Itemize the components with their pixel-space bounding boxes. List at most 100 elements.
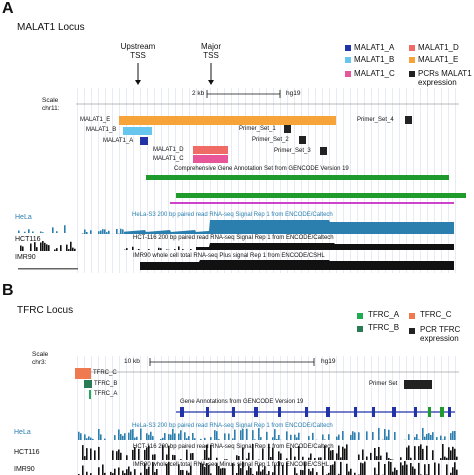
track-imr90-a-desc: IMR90 whole cell total RNA-seq Plus sign… bbox=[133, 253, 325, 259]
primer-set-4-label: Primer_Set_4 bbox=[357, 117, 394, 123]
primer-set-1-bar bbox=[284, 125, 291, 133]
panel-a-scale-label: Scale chr11: bbox=[42, 97, 60, 112]
gencode-exon bbox=[254, 407, 258, 417]
gencode-exon bbox=[232, 407, 235, 417]
gencode-exon bbox=[305, 407, 308, 417]
legend-malat1-d-label: MALAT1_D bbox=[418, 43, 459, 52]
isoform-tfrc-b-bar bbox=[84, 380, 92, 388]
gencode-exon bbox=[206, 407, 209, 417]
imr90-signal-a bbox=[140, 260, 454, 270]
imr90-mini-signal-a bbox=[18, 268, 78, 270]
isoform-malat1-a-bar bbox=[140, 137, 148, 145]
isoform-tfrc-b-label: TFRC_B bbox=[94, 381, 118, 387]
isoform-malat1-b-bar bbox=[123, 127, 152, 135]
panel-b-scale-label: Scale chr3: bbox=[32, 351, 49, 366]
gencode-exon bbox=[326, 407, 330, 417]
major-tss-label: Major TSS bbox=[200, 42, 221, 60]
hela-signal-a bbox=[82, 220, 454, 234]
legend-malat1-a-swatch bbox=[345, 45, 351, 51]
isoform-malat1-e-label: MALAT1_E bbox=[80, 117, 111, 123]
legend-malat1-c-swatch bbox=[345, 71, 351, 77]
isoform-malat1-b-label: MALAT1_B bbox=[86, 127, 117, 133]
malat1-locus-title: MALAT1 Locus bbox=[17, 22, 85, 33]
panel-b-letter: B bbox=[2, 282, 14, 299]
hct116-signal-a bbox=[124, 243, 454, 250]
isoform-tfrc-c-bar bbox=[75, 368, 91, 379]
track-imr90-a-side: IMR90 bbox=[15, 254, 36, 261]
legend-malat1-a-label: MALAT1_A bbox=[354, 43, 395, 52]
legend-tfrc-b-swatch bbox=[357, 326, 363, 332]
legend-pcr-tfrc-label: PCR TFRC expression bbox=[420, 325, 461, 343]
isoform-malat1-a-label: MALAT1_A bbox=[103, 138, 134, 144]
track-hela-b-desc: HeLa-S3 200 bp paired read RNA-seq Signa… bbox=[132, 423, 333, 429]
gencode-b-label: Gene Annotations from GENCODE Version 19 bbox=[180, 399, 304, 405]
gencode-exons bbox=[180, 407, 451, 417]
gencode-exon bbox=[414, 407, 417, 417]
isoform-tfrc-a-label: TFRC_A bbox=[94, 391, 118, 397]
gencode-exon bbox=[278, 407, 281, 417]
legend-pcr-tfrc-swatch bbox=[409, 328, 415, 334]
legend-malat1-b-label: MALAT1_B bbox=[354, 55, 395, 64]
gencode-exon bbox=[448, 407, 451, 417]
legend-malat1-b-swatch bbox=[345, 57, 351, 63]
isoform-malat1-c-label: MALAT1_C bbox=[153, 156, 184, 162]
isoform-malat1-e-bar bbox=[119, 116, 336, 125]
track-hela-b-side: HeLa bbox=[14, 429, 31, 436]
gencode-green-bar-1 bbox=[146, 175, 449, 180]
upstream-tss-label: Upstream TSS bbox=[120, 42, 156, 60]
legend-pcr-malat1-label: PCRs MALAT1 expression bbox=[418, 69, 472, 87]
legend-tfrc-a-label: TFRC_A bbox=[368, 310, 400, 319]
isoform-tfrc-a-bar bbox=[89, 390, 91, 399]
legend-malat1-c-label: MALAT1_C bbox=[354, 69, 395, 78]
hct116-signal-b bbox=[82, 444, 458, 460]
panel-a-scale-value: 2 kb bbox=[192, 90, 205, 97]
primer-set-3-label: Primer_Set_3 bbox=[274, 148, 311, 154]
primer-set-b-label: Primer Set bbox=[369, 381, 398, 387]
gencode-exon bbox=[372, 407, 375, 417]
legend-malat1-e-label: MALAT1_E bbox=[418, 55, 459, 64]
panel-a-letter: A bbox=[2, 0, 14, 17]
gencode-exon bbox=[354, 407, 357, 417]
track-imr90-b-desc: IMR90 whole cell total RNA-seq Minus sig… bbox=[133, 462, 330, 468]
panel-a-assembly: hg19 bbox=[286, 90, 301, 97]
primer-set-1-label: Primer_Set_1 bbox=[239, 126, 276, 132]
track-hela-a-side: HeLa bbox=[15, 214, 32, 221]
primer-set-2-bar bbox=[299, 136, 306, 144]
imr90-signal-b bbox=[78, 461, 458, 475]
panel-b-assembly: hg19 bbox=[321, 358, 336, 365]
track-hct116-b-desc: HCT-116 200 bp paired read RNA-seq Signa… bbox=[133, 444, 334, 450]
gencode-exon bbox=[392, 407, 396, 417]
hct116-mini-signal-a bbox=[20, 241, 76, 251]
gencode-green-bar-2 bbox=[176, 193, 466, 198]
track-imr90-b-side: IMR90 bbox=[14, 466, 35, 473]
legend-tfrc-b-label: TFRC_B bbox=[368, 323, 400, 332]
gencode-purple-line bbox=[170, 202, 454, 204]
hela-signal-b bbox=[78, 428, 456, 440]
legend-tfrc-c-label: TFRC_C bbox=[420, 310, 452, 319]
gencode-a-label: Comprehensive Gene Annotation Set from G… bbox=[174, 166, 349, 172]
isoform-tfrc-c-label: TFRC_C bbox=[93, 370, 117, 376]
gencode-exon bbox=[180, 407, 184, 417]
isoform-malat1-d-bar bbox=[193, 146, 228, 154]
primer-set-2-label: Primer_Set_2 bbox=[252, 137, 289, 143]
hela-mini-signal-a bbox=[18, 225, 66, 233]
legend-malat1-e-swatch bbox=[409, 57, 415, 63]
legend-malat1-d-swatch bbox=[409, 45, 415, 51]
track-hct116-a-side: HCT116 bbox=[15, 236, 41, 243]
isoform-malat1-c-bar bbox=[193, 155, 228, 163]
track-hela-a-desc: HeLa-S3 200 bp paired read RNA-seq Signa… bbox=[132, 212, 333, 218]
primer-set-4-bar bbox=[405, 116, 412, 124]
legend-tfrc-c-swatch bbox=[409, 313, 415, 319]
tfrc-locus-title: TFRC Locus bbox=[17, 305, 74, 316]
gencode-exon bbox=[428, 407, 431, 417]
track-hct116-a-desc: HCT-116 200 bp paired read RNA-seq Signa… bbox=[133, 235, 334, 241]
isoform-malat1-d-label: MALAT1_D bbox=[153, 147, 184, 153]
primer-set-3-bar bbox=[320, 147, 327, 155]
gencode-exon bbox=[440, 407, 444, 417]
primer-set-b-bar bbox=[404, 380, 432, 389]
track-hct116-b-side: HCT116 bbox=[14, 449, 40, 456]
legend-tfrc-a-swatch bbox=[357, 313, 363, 319]
panel-b-scale-value: 10 kb bbox=[124, 358, 140, 365]
legend-pcr-malat1-swatch bbox=[409, 71, 415, 77]
